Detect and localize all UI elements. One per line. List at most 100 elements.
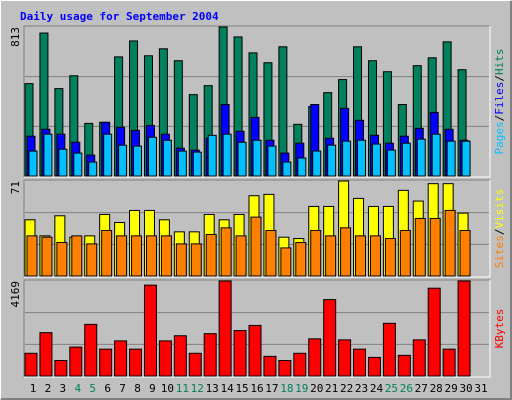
bar — [250, 216, 262, 277]
x-tick-label: 19 — [295, 382, 308, 395]
bar — [190, 243, 202, 277]
bar — [369, 235, 381, 277]
bar — [54, 360, 68, 377]
panel-bevel-dark — [23, 179, 490, 277]
bar — [99, 348, 113, 377]
legend-separator: / — [493, 75, 506, 82]
x-tick-label: 15 — [235, 382, 248, 395]
bar — [131, 235, 143, 277]
legend-separator: / — [493, 115, 506, 122]
panel-bevel-dark — [23, 279, 490, 377]
bar — [248, 324, 262, 377]
legend: KBytes — [493, 309, 506, 349]
y-tick-label: 71 — [9, 181, 22, 194]
x-tick-label: 2 — [45, 382, 52, 395]
x-tick-label: 3 — [60, 382, 67, 395]
x-tick-label: 1 — [30, 382, 37, 395]
x-tick-label: 10 — [161, 382, 174, 395]
x-tick-label: 16 — [250, 382, 263, 395]
bar — [280, 247, 292, 277]
bar — [73, 152, 83, 177]
x-tick-label: 6 — [104, 382, 111, 395]
bar — [310, 230, 322, 277]
bar — [427, 287, 441, 377]
x-tick-label: 31 — [474, 382, 487, 395]
bar — [382, 322, 396, 377]
bar — [56, 242, 68, 277]
bar — [308, 338, 322, 377]
bar — [145, 235, 157, 277]
bar — [252, 139, 262, 177]
x-tick-label: 23 — [355, 382, 368, 395]
bar — [207, 134, 217, 177]
bar — [340, 227, 352, 277]
bar — [399, 230, 411, 277]
bar — [401, 142, 411, 177]
x-tick-label: 27 — [415, 382, 428, 395]
y-tick-label: 813 — [9, 27, 22, 47]
bar — [278, 360, 292, 377]
panel-bevel-dark — [23, 25, 490, 177]
bar — [173, 335, 187, 377]
x-tick-label: 11 — [176, 382, 189, 395]
x-tick-label: 12 — [191, 382, 204, 395]
bar — [367, 356, 381, 377]
bar — [325, 235, 337, 277]
panel-bevel-light — [24, 280, 491, 378]
bar — [384, 238, 396, 277]
legend-entry: Hits — [493, 49, 506, 76]
bar — [459, 230, 471, 277]
panel-bevel-light — [24, 26, 491, 178]
bar — [158, 340, 172, 377]
bar — [188, 352, 202, 377]
legend-separator: / — [493, 229, 506, 236]
bar — [295, 242, 307, 277]
legend-entry: Visits — [493, 189, 506, 229]
bar — [203, 333, 217, 377]
bar — [327, 144, 337, 177]
legend-entry: Pages — [493, 121, 506, 154]
bar — [101, 230, 113, 277]
x-tick-label: 21 — [325, 382, 338, 395]
bar — [338, 339, 352, 377]
bar — [129, 348, 143, 377]
bar — [86, 243, 98, 277]
bar — [41, 236, 53, 277]
bar — [118, 144, 128, 177]
x-tick-label: 20 — [310, 382, 323, 395]
bar — [58, 148, 68, 177]
chart-title: Daily usage for September 2004 — [20, 10, 219, 23]
legend: Pages/Files/Hits — [493, 49, 506, 155]
bar — [160, 235, 172, 277]
x-tick-label: 22 — [340, 382, 353, 395]
bar — [416, 138, 426, 177]
bar — [69, 346, 83, 377]
bar — [233, 330, 247, 377]
bar — [355, 235, 367, 277]
legend-entry: Files — [493, 82, 506, 115]
bar — [431, 133, 441, 177]
x-tick-label: 9 — [149, 382, 156, 395]
bar — [293, 352, 307, 377]
bar — [71, 235, 83, 277]
bar — [237, 141, 247, 177]
x-tick-label: 13 — [206, 382, 219, 395]
bar — [429, 217, 441, 277]
bar — [88, 161, 98, 177]
bar — [235, 235, 247, 277]
x-tick-label: 17 — [265, 382, 278, 395]
bar — [353, 348, 367, 377]
bar — [457, 280, 471, 377]
x-tick-label: 5 — [89, 382, 96, 395]
x-tick-label: 26 — [400, 382, 413, 395]
bar — [297, 157, 307, 177]
bar — [342, 140, 352, 177]
bar — [177, 150, 187, 177]
legend-entry: KBytes — [493, 309, 506, 349]
bar — [444, 209, 456, 277]
x-tick-label: 30 — [459, 382, 472, 395]
x-tick-label: 18 — [280, 382, 293, 395]
x-tick-label: 7 — [119, 382, 126, 395]
x-tick-label: 8 — [134, 382, 141, 395]
